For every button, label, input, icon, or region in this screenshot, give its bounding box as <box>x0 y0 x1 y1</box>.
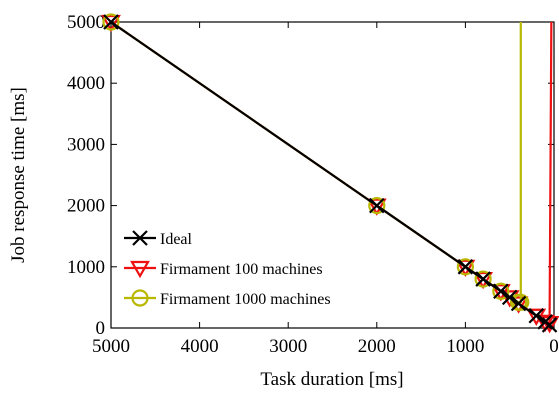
x-axis-label: Task duration [ms] <box>260 369 403 390</box>
x-ticks: 5000 4000 3000 2000 1000 0 <box>92 22 559 357</box>
data-point-firmament-1000 <box>492 282 510 300</box>
data-point-firmament-100 <box>455 259 476 278</box>
series-ideal <box>103 14 558 333</box>
y-tick-label: 3000 <box>67 134 105 155</box>
y-tick-label: 5000 <box>67 12 105 33</box>
x-tick-label: 2000 <box>358 336 396 357</box>
legend-label: Firmament 1000 machines <box>160 291 331 308</box>
plot-frame <box>110 21 555 329</box>
data-point-ideal <box>457 259 474 275</box>
data-point-ideal <box>493 283 509 300</box>
legend-label: Firmament 100 machines <box>160 261 323 278</box>
data-point-firmament-100 <box>535 314 556 333</box>
legend: Ideal Firmament 100 machines Firmament 100… <box>124 230 331 308</box>
data-point-firmament-1000 <box>368 197 386 215</box>
data-point-ideal <box>510 295 527 312</box>
y-axis-label: Job response time [ms] <box>8 87 29 263</box>
x-tick-label: 4000 <box>181 336 219 357</box>
y-tick-label: 4000 <box>67 73 105 94</box>
data-point-firmament-100 <box>101 14 121 33</box>
data-point-firmament-100 <box>473 271 494 290</box>
legend-item-firmament-1000: Firmament 1000 machines <box>124 289 331 308</box>
data-point-firmament-1000 <box>456 258 474 276</box>
data-point-ideal <box>501 289 518 306</box>
data-point-ideal <box>369 197 385 214</box>
y-tick-label: 0 <box>96 318 106 339</box>
x-tick-label: 0 <box>549 336 559 357</box>
legend-marker <box>130 260 150 279</box>
data-point-firmament-1000 <box>102 13 120 31</box>
x-tick-label: 1000 <box>446 336 484 357</box>
data-point-firmament-100 <box>366 198 387 216</box>
legend-marker <box>132 230 148 246</box>
data-point-ideal <box>541 317 558 333</box>
x-tick-label: 3000 <box>269 336 307 357</box>
data-point-firmament-1000 <box>474 270 492 288</box>
legend-item-firmament-100: Firmament 100 machines <box>124 260 323 279</box>
y-tick-label: 1000 <box>67 257 105 278</box>
series-layer <box>101 13 559 334</box>
legend-label: Ideal <box>160 231 193 248</box>
legend-item-ideal: Ideal <box>124 230 193 248</box>
y-ticks: 0 1000 2000 3000 4000 5000 <box>67 12 554 339</box>
y-tick-label: 2000 <box>67 196 105 217</box>
data-point-ideal <box>475 271 491 287</box>
legend-marker <box>131 289 149 307</box>
x-tick-label: 5000 <box>92 336 130 357</box>
data-point-ideal <box>528 307 545 324</box>
data-point-ideal <box>103 14 119 30</box>
plot-area-border <box>110 21 555 329</box>
